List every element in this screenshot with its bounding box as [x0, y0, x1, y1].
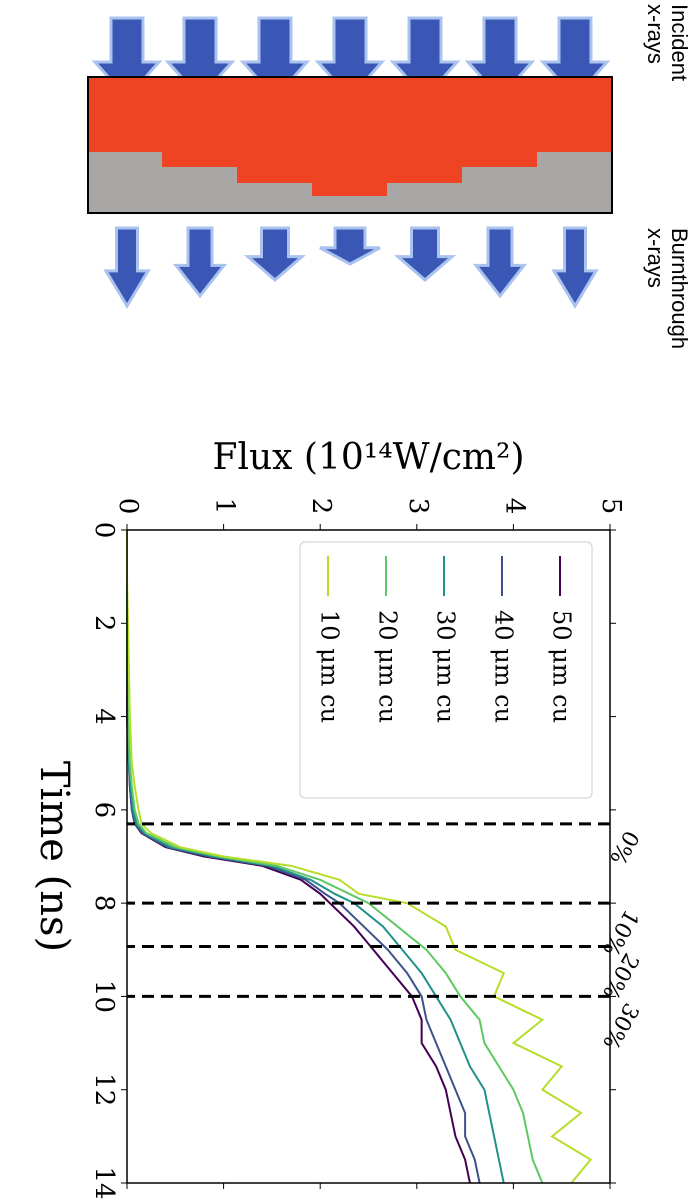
y-axis-title: Flux (10¹⁴W/cm²)	[212, 437, 524, 478]
gray-layer	[89, 152, 611, 212]
y-tick-label: 0	[113, 498, 143, 515]
legend-label: 50 μm cu	[548, 610, 576, 723]
marker-label: 30%	[597, 998, 643, 1053]
legend-label: 40 μm cu	[490, 610, 518, 723]
series-line	[126, 530, 593, 1184]
plot-frame	[126, 529, 611, 1184]
y-tick-label: 1	[210, 498, 240, 515]
x-tick-label: 4	[89, 708, 119, 725]
x-tick-label: 6	[89, 802, 119, 819]
y-tick-label: 3	[403, 498, 433, 515]
x-tick-label: 14	[89, 1166, 119, 1199]
x-tick-label: 2	[89, 615, 119, 632]
arrow	[243, 226, 307, 282]
burnthrough-label: Burnthroughx-rays	[643, 228, 692, 349]
x-tick-label: 0	[89, 522, 119, 539]
arrow	[551, 226, 599, 309]
arrow	[319, 226, 381, 266]
arrow	[103, 226, 151, 309]
series-line	[126, 530, 544, 1184]
legend-label: 20 μm cu	[374, 610, 402, 723]
burnthrough-arrows	[103, 226, 599, 309]
y-tick-label: 5	[596, 498, 626, 515]
diagram: Incidentx-rays Burnthroughx-rays	[87, 4, 692, 349]
arrow	[172, 226, 228, 299]
x-tick-label: 10	[89, 980, 119, 1013]
legend-label: 10 μm cu	[316, 610, 344, 723]
incident-label: Incidentx-rays	[643, 4, 692, 81]
arrow	[472, 226, 528, 299]
x-axis-title: Time (ns)	[31, 761, 77, 952]
legend-box	[299, 541, 593, 799]
legend-label: 30 μm cu	[432, 610, 460, 723]
y-tick-label: 2	[306, 498, 336, 515]
y-tick-label: 4	[499, 498, 529, 515]
x-tick-label: 12	[89, 1073, 119, 1106]
x-tick-label: 8	[89, 895, 119, 912]
arrow	[393, 226, 457, 282]
